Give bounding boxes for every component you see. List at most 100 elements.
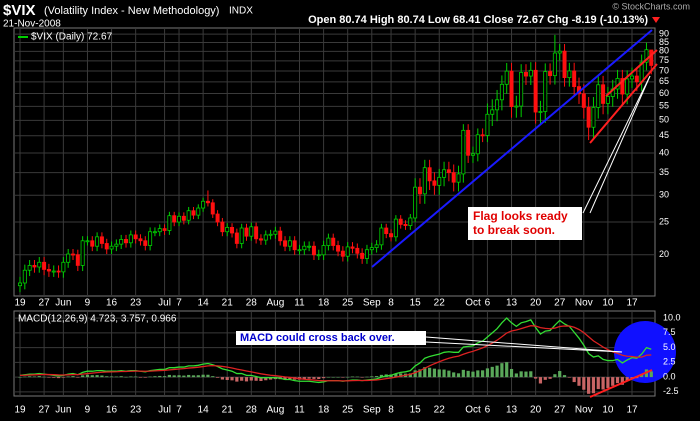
symbol-name: (Volatility Index - New Methodology) bbox=[44, 5, 219, 17]
highlight-circle bbox=[614, 321, 676, 383]
candle-body bbox=[172, 215, 177, 223]
candle-body bbox=[196, 207, 201, 216]
candle-body bbox=[499, 83, 504, 101]
y-tick-label: 70 bbox=[659, 65, 669, 75]
histogram-bar bbox=[206, 374, 210, 378]
histogram-bar bbox=[509, 368, 514, 378]
x-tick-label: 21 bbox=[222, 405, 234, 416]
x-tick-label: 25 bbox=[342, 405, 354, 416]
candle-body bbox=[398, 218, 403, 225]
histogram-bar bbox=[177, 375, 181, 378]
x-tick-label: 27 bbox=[554, 298, 566, 309]
histogram-bar bbox=[538, 377, 543, 384]
histogram-bar bbox=[447, 370, 451, 378]
candle-body bbox=[495, 99, 500, 111]
candle-body bbox=[133, 234, 138, 240]
x-tick-label: 16 bbox=[106, 298, 118, 309]
histogram-bar bbox=[452, 372, 456, 378]
annotation: MACD could cross back over. bbox=[240, 332, 395, 344]
candle-body bbox=[109, 245, 114, 250]
candle-body bbox=[321, 245, 326, 256]
histogram-bar bbox=[264, 377, 268, 381]
x-tick-label: 14 bbox=[198, 405, 210, 416]
histogram-bar bbox=[201, 374, 205, 378]
histogram-bar bbox=[158, 375, 162, 378]
candle-body bbox=[307, 245, 312, 248]
candle-body bbox=[374, 244, 379, 249]
histogram-bar bbox=[230, 377, 234, 381]
x-tick-label: 9 bbox=[85, 298, 91, 309]
histogram-bar bbox=[244, 377, 249, 382]
y-tick-label: 90 bbox=[659, 28, 669, 38]
candle-body bbox=[119, 239, 124, 245]
x-tick-label: Nov bbox=[575, 405, 593, 416]
histogram-bar bbox=[562, 375, 567, 378]
histogram-bar bbox=[134, 376, 138, 378]
candle-body bbox=[533, 69, 538, 113]
x-tick-label: 28 bbox=[246, 298, 258, 309]
histogram-bar bbox=[167, 374, 171, 378]
histogram-bar bbox=[423, 367, 427, 378]
histogram-bar bbox=[428, 367, 432, 378]
candle-body bbox=[456, 173, 461, 183]
y-tick-label: 10.0 bbox=[663, 312, 681, 322]
histogram-bar bbox=[456, 373, 461, 378]
histogram-bar bbox=[47, 377, 51, 378]
candle-body bbox=[442, 169, 447, 178]
candle-body bbox=[451, 172, 456, 183]
histogram-bar bbox=[461, 369, 465, 378]
histogram-bar bbox=[321, 377, 326, 379]
x-tick-label: 15 bbox=[410, 405, 422, 416]
histogram-bar bbox=[485, 368, 490, 378]
histogram-bar bbox=[119, 376, 123, 378]
candle-body bbox=[239, 227, 244, 244]
candle-body bbox=[283, 240, 288, 247]
histogram-bar bbox=[379, 374, 384, 378]
histogram-bar bbox=[331, 376, 335, 378]
histogram-bar bbox=[129, 376, 133, 378]
annotation: Flag looks ready bbox=[473, 209, 568, 223]
candle-body bbox=[519, 72, 524, 107]
x-tick-label: Jun bbox=[55, 405, 71, 416]
histogram-bar bbox=[326, 376, 331, 378]
candle-body bbox=[249, 226, 254, 237]
histogram-bar bbox=[355, 376, 359, 378]
candle-body bbox=[80, 240, 85, 266]
x-tick-label: 13 bbox=[506, 298, 518, 309]
candle-body bbox=[485, 113, 490, 136]
histogram-bar bbox=[37, 376, 41, 378]
candle-body bbox=[56, 270, 61, 273]
histogram-bar bbox=[76, 377, 80, 378]
y-tick-label: 55 bbox=[659, 101, 669, 111]
candle-body bbox=[66, 253, 71, 263]
pointer bbox=[425, 341, 623, 353]
candle-body bbox=[128, 234, 133, 244]
y-tick-label: 65 bbox=[659, 76, 669, 86]
candle-body bbox=[114, 243, 119, 247]
y-tick-label: 20 bbox=[659, 249, 669, 259]
candle-body bbox=[157, 228, 162, 233]
candle-body bbox=[148, 231, 153, 246]
histogram-bar bbox=[490, 366, 494, 378]
candle-body bbox=[273, 230, 278, 235]
histogram-bar bbox=[283, 377, 287, 380]
candle-body bbox=[85, 240, 90, 243]
candle-body bbox=[557, 50, 562, 54]
candle-body bbox=[292, 240, 297, 251]
candle-body bbox=[408, 217, 413, 226]
candle-body bbox=[71, 253, 76, 256]
x-tick-label: 27 bbox=[554, 405, 566, 416]
flag-line bbox=[589, 63, 658, 144]
candle-body bbox=[567, 70, 572, 78]
candle-body bbox=[620, 78, 625, 95]
histogram-bar bbox=[591, 377, 596, 394]
histogram-bar bbox=[606, 377, 610, 388]
exchange: INDX bbox=[229, 6, 253, 17]
y-tick-label: 85 bbox=[659, 37, 669, 47]
histogram-bar bbox=[143, 377, 147, 378]
candle-body bbox=[95, 236, 100, 247]
histogram-bar bbox=[56, 377, 61, 379]
histogram-bar bbox=[172, 375, 176, 378]
candle-body bbox=[336, 245, 341, 252]
histogram-bar bbox=[23, 376, 27, 378]
